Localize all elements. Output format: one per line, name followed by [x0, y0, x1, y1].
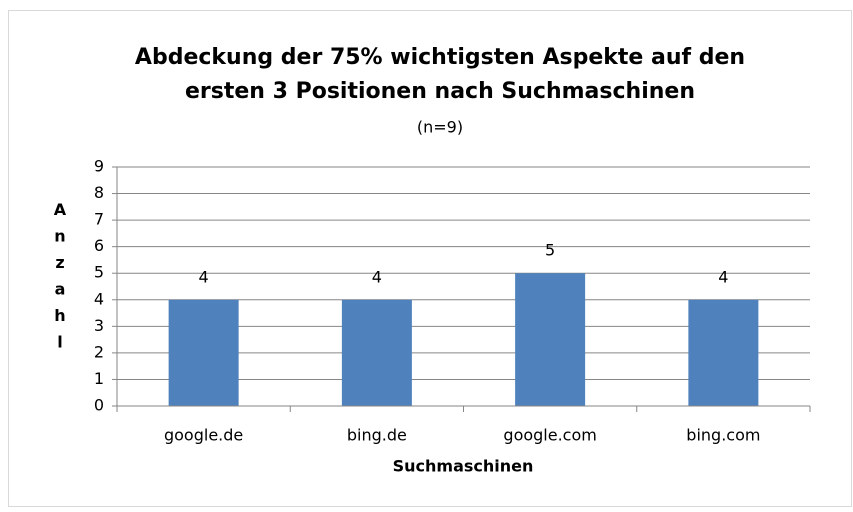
x-axis-title: Suchmaschinen — [393, 457, 534, 476]
y-tick-label: 1 — [94, 369, 104, 388]
y-tick-label: 0 — [94, 396, 104, 415]
chart-title: Abdeckung der 75% wichtigsten Aspekte au… — [135, 45, 745, 70]
y-tick-label: 3 — [94, 316, 104, 335]
bar — [341, 299, 412, 406]
data-label: 4 — [372, 267, 382, 286]
y-tick-label: 6 — [94, 236, 104, 255]
data-label: 4 — [199, 267, 209, 286]
y-tick-label: 8 — [94, 183, 104, 202]
y-tick-label: 9 — [94, 157, 104, 176]
y-tick-label: 7 — [94, 210, 104, 229]
y-tick-label: 5 — [94, 263, 104, 282]
y-tick-label: 4 — [94, 289, 104, 308]
y-tick-label: 2 — [94, 342, 104, 361]
data-label: 5 — [545, 241, 555, 260]
chart-subtitle: (n=9) — [417, 118, 463, 137]
x-tick-label: google.com — [503, 426, 596, 445]
bar — [688, 299, 759, 406]
bar — [515, 273, 586, 406]
x-tick-label: google.de — [164, 426, 243, 445]
bar — [168, 299, 239, 406]
chart-title: ersten 3 Positionen nach Suchmaschinen — [185, 79, 695, 104]
x-tick-label: bing.de — [347, 426, 407, 445]
x-tick-label: bing.com — [686, 426, 760, 445]
chart-border — [8, 10, 852, 507]
data-label: 4 — [718, 267, 728, 286]
